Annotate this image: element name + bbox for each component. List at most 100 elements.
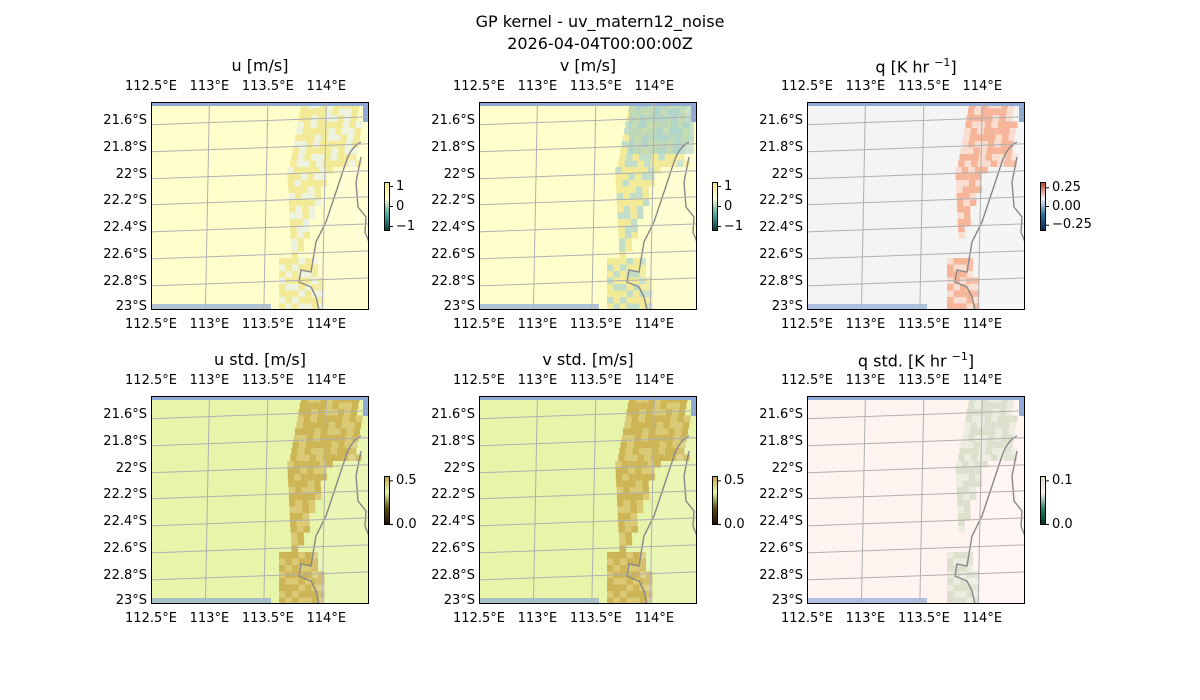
field-cell	[674, 147, 681, 154]
field-cell	[311, 277, 318, 284]
field-cell	[340, 428, 347, 435]
lat-tick-label: 21.6°S	[103, 406, 147, 422]
lon-tick-label: 114°E	[634, 611, 675, 626]
field-cell	[999, 147, 1007, 154]
gridline-lat	[479, 544, 697, 554]
lon-tick-label: 112.5°E	[453, 317, 505, 332]
panel-title: v std. [m/s]	[479, 350, 697, 369]
field-cell	[287, 474, 295, 481]
sea-edge-right	[363, 102, 369, 122]
field-cell	[295, 206, 303, 213]
field-cell	[311, 264, 318, 271]
field-cell	[1008, 134, 1015, 141]
lon-tick-label: 112.5°E	[453, 611, 505, 626]
field-cell	[319, 108, 326, 115]
field-cell	[968, 467, 976, 474]
field-cell	[960, 258, 967, 265]
field-cell	[347, 134, 354, 141]
lon-tick-label: 112.5°E	[781, 611, 833, 626]
field-cell	[631, 519, 638, 526]
field-cell	[958, 225, 965, 232]
gridline-lat	[151, 277, 369, 287]
field-cell	[297, 532, 304, 539]
gridline-lat	[151, 544, 369, 554]
lon-tick-label: 113.5°E	[241, 611, 294, 626]
field-cell	[964, 506, 971, 513]
field-cell	[974, 402, 981, 409]
field-cell	[300, 180, 308, 187]
field-cell	[636, 193, 643, 200]
field-cell	[678, 409, 686, 416]
lon-tick-label: 112.5°E	[781, 373, 833, 388]
field-cell	[306, 108, 313, 115]
field-cell	[298, 558, 305, 565]
field-cell	[960, 552, 967, 559]
field-cell	[326, 461, 333, 468]
field-cell	[956, 199, 964, 206]
field-cell	[309, 160, 317, 167]
field-cell	[648, 121, 655, 128]
field-cell	[646, 303, 653, 310]
field-cell	[309, 422, 316, 429]
field-cell	[327, 134, 334, 141]
field-cell	[320, 467, 327, 474]
field-cell	[619, 245, 626, 252]
field-cell	[1011, 154, 1018, 161]
field-cell	[323, 154, 331, 161]
gridline-lat	[479, 196, 697, 206]
field-cell	[607, 297, 614, 304]
lon-tick-label: 113°E	[189, 611, 230, 626]
field-cell	[292, 565, 299, 572]
field-cell	[647, 461, 655, 468]
field-cell	[674, 134, 681, 141]
field-cell	[1000, 108, 1007, 115]
field-cell	[618, 532, 626, 539]
field-cell	[953, 552, 960, 559]
colorbar-scale	[1040, 182, 1046, 231]
field-cell	[661, 128, 668, 135]
field-cell	[651, 448, 659, 455]
field-cell	[638, 415, 645, 422]
panel-title-text: q std. [K hr	[857, 351, 952, 371]
field-cell	[617, 506, 624, 513]
lon-tick-label: 114°E	[634, 317, 675, 332]
field-cell	[279, 290, 286, 297]
field-cell	[636, 206, 644, 213]
field-cell	[1006, 441, 1013, 448]
field-cell	[960, 264, 967, 271]
field-cell	[315, 422, 323, 429]
field-cell	[628, 167, 635, 174]
field-cell	[962, 186, 970, 193]
field-cell	[305, 409, 312, 416]
field-cell	[292, 303, 299, 310]
gridline-lat	[807, 277, 1025, 287]
colorbar-scale	[1040, 476, 1046, 525]
field-cell	[622, 173, 629, 180]
field-cell	[613, 565, 620, 572]
field-cell	[641, 167, 648, 174]
field-cell	[305, 578, 312, 585]
field-cell	[668, 134, 675, 141]
field-cell	[338, 147, 345, 154]
gridline-lat	[807, 170, 1025, 180]
lat-tick-label: 21.6°S	[759, 406, 803, 422]
field-cell	[338, 402, 346, 409]
field-cell	[630, 212, 637, 219]
field-cell	[633, 258, 640, 265]
field-cell	[639, 258, 646, 265]
gridline-lat	[151, 250, 369, 260]
field-cell	[668, 128, 675, 135]
field-cell	[305, 290, 312, 297]
field-cell	[626, 584, 633, 591]
lat-tick-label: 22.4°S	[759, 513, 803, 529]
field-cell	[981, 461, 988, 468]
field-cell	[296, 454, 304, 461]
field-cell	[321, 134, 328, 141]
field-cell	[323, 415, 330, 422]
field-cell	[314, 487, 322, 494]
field-cell	[664, 415, 671, 422]
field-cell	[947, 303, 954, 310]
field-cell	[298, 297, 305, 304]
field-cell	[293, 167, 301, 174]
field-cell	[297, 154, 305, 161]
